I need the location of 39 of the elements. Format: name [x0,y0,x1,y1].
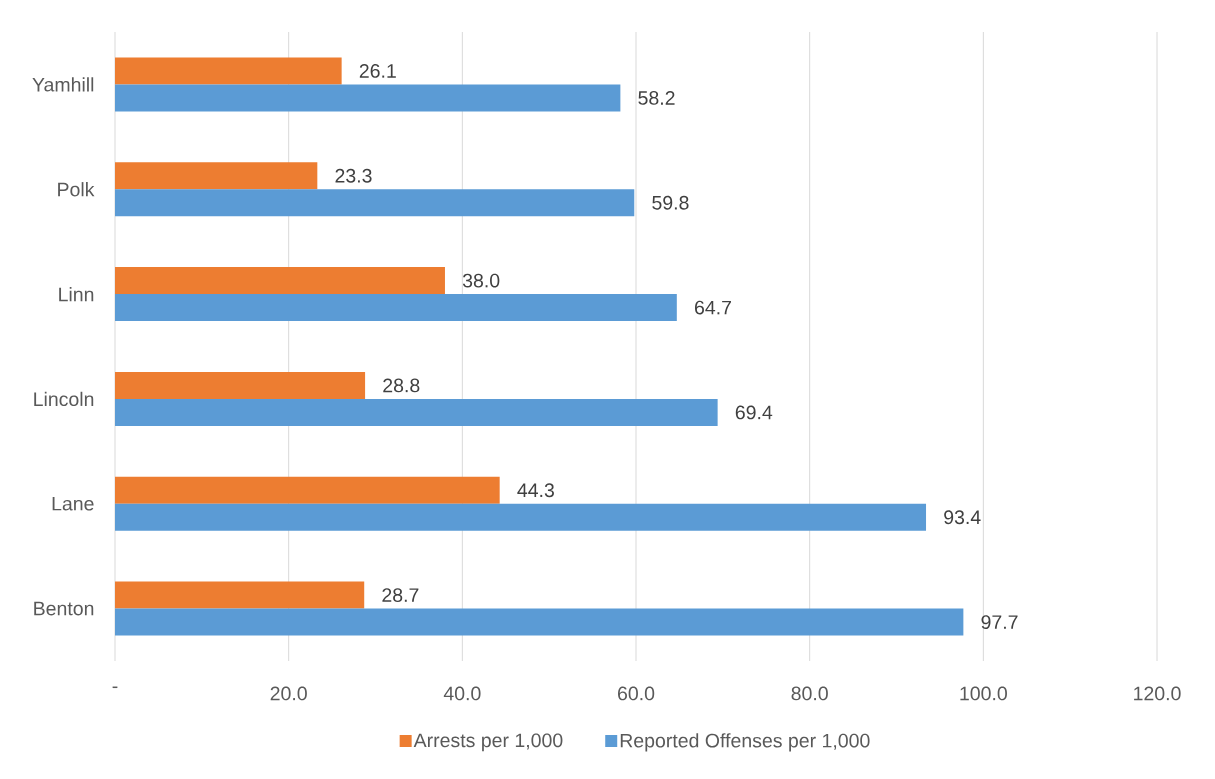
bar [115,162,318,190]
x-tick-label: 120.0 [1134,686,1181,701]
x-tick-label: 80.0 [791,686,828,701]
data-label: 69.4 [735,405,773,420]
y-tick-label: Lincoln [34,391,94,407]
data-label: 58.2 [638,91,675,105]
bar [115,476,500,504]
x-tick-label: 100.0 [960,686,1007,701]
data-label: 93.4 [944,510,981,525]
bar [115,189,635,217]
data-label: 64.7 [695,300,731,315]
y-tick-label: Yamhill [32,77,94,92]
legend-label: Reported Offenses per 1,000 [620,733,870,752]
legend-label: Arrests per 1,000 [413,733,563,752]
y-tick-label: Polk [58,182,95,197]
bar [115,581,365,609]
x-tick-label: - [112,686,118,689]
bar [115,398,718,426]
bar [115,371,366,399]
data-label: 28.7 [382,588,419,602]
bar [115,84,621,112]
data-label: 26.1 [359,64,396,78]
y-tick-label: Benton [34,601,94,616]
data-label: 59.8 [652,195,689,210]
bar [115,267,445,295]
bar [115,294,677,322]
data-label: 38.0 [462,273,500,288]
data-label: 23.3 [335,168,372,183]
x-tick-label: 60.0 [618,686,655,701]
data-label: 44.3 [517,483,554,498]
data-label: 97.7 [981,615,1018,629]
x-tick-label: 40.0 [443,686,481,701]
y-tick-label: Linn [59,287,94,302]
y-tick-label: Lane [52,496,94,511]
data-label: 28.8 [383,378,420,393]
bar [115,503,927,531]
bar [115,57,342,85]
x-tick-label: 20.0 [270,686,307,701]
bar [115,608,964,636]
